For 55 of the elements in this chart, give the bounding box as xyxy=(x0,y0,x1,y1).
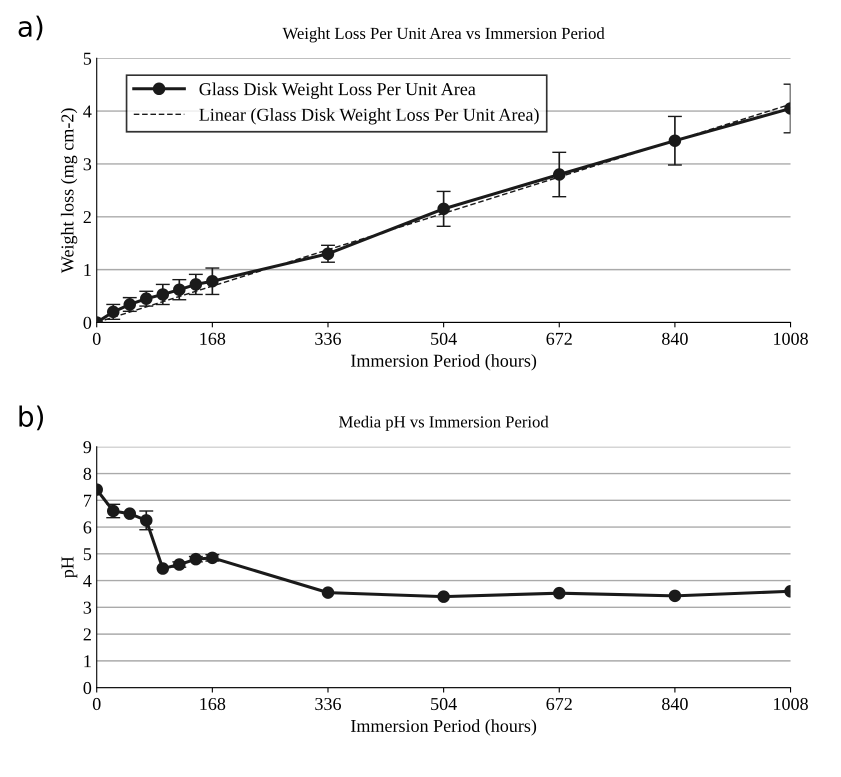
x-tick-label: 336 xyxy=(315,698,341,710)
y-axis-title: Weight loss (mg cm-2) xyxy=(60,108,78,274)
y-tick-label: 3 xyxy=(84,602,92,614)
y-tick-label: 0 xyxy=(84,316,92,329)
y-tick-label: 4 xyxy=(83,105,92,118)
y-tick-label: 1 xyxy=(84,264,91,276)
x-axis-title: Immersion Period (hours) xyxy=(351,354,536,370)
x-tick-label: 672 xyxy=(546,332,572,345)
y-tick-label: 3 xyxy=(84,158,92,170)
y-tick-label: 7 xyxy=(84,494,92,507)
x-tick-label: 840 xyxy=(662,698,688,710)
x-axis-title: Immersion Period (hours) xyxy=(351,719,536,736)
text: a) xyxy=(18,16,42,40)
text: b) xyxy=(19,405,44,430)
x-tick-label: 672 xyxy=(546,698,572,710)
point xyxy=(190,278,202,291)
y-tick-label: 4 xyxy=(83,574,92,587)
y-tick-label: 5 xyxy=(84,548,92,560)
y-tick-label: 2 xyxy=(84,211,91,224)
point xyxy=(322,248,334,260)
x-tick-label: 336 xyxy=(315,332,341,345)
y-tick-label: 8 xyxy=(84,468,92,480)
x-tick-label: 840 xyxy=(662,332,688,345)
y-axis-title: pH xyxy=(62,556,78,578)
point xyxy=(156,562,170,575)
point xyxy=(668,134,682,147)
x-tick-label: 0 xyxy=(92,332,101,345)
point xyxy=(140,514,153,527)
point xyxy=(322,586,334,599)
point xyxy=(668,590,682,602)
x-tick-label: 0 xyxy=(92,698,101,710)
x-tick-label: 504 xyxy=(431,332,457,345)
x-tick-label: 168 xyxy=(200,698,226,710)
chart-title: Media pH vs Immersion Period xyxy=(339,416,548,431)
point xyxy=(553,168,566,181)
x-tick-label: 1008 xyxy=(774,698,808,710)
y-tick-label: 5 xyxy=(84,52,92,65)
point xyxy=(156,288,170,301)
y-tick-label: 9 xyxy=(83,441,92,454)
chart-title: Weight Loss Per Unit Area vs Immersion Period xyxy=(282,27,605,42)
x-tick-label: 168 xyxy=(200,332,226,345)
point xyxy=(206,274,219,288)
point xyxy=(553,586,566,600)
x-tick-label: 1008 xyxy=(774,332,808,345)
point xyxy=(437,590,450,603)
y-tick-label: 2 xyxy=(84,628,91,640)
point xyxy=(173,283,186,296)
y-tick-label: 1 xyxy=(84,655,91,668)
y-tick-label: 0 xyxy=(84,682,92,694)
point xyxy=(124,507,136,520)
point xyxy=(437,202,450,216)
legend-label: Linear (Glass Disk Weight Loss Per Unit Area) xyxy=(199,108,539,125)
x-tick-label: 504 xyxy=(431,698,457,710)
legend-label: Glass Disk Weight Loss Per Unit Area xyxy=(200,82,476,99)
y-tick-label: 6 xyxy=(84,521,92,534)
